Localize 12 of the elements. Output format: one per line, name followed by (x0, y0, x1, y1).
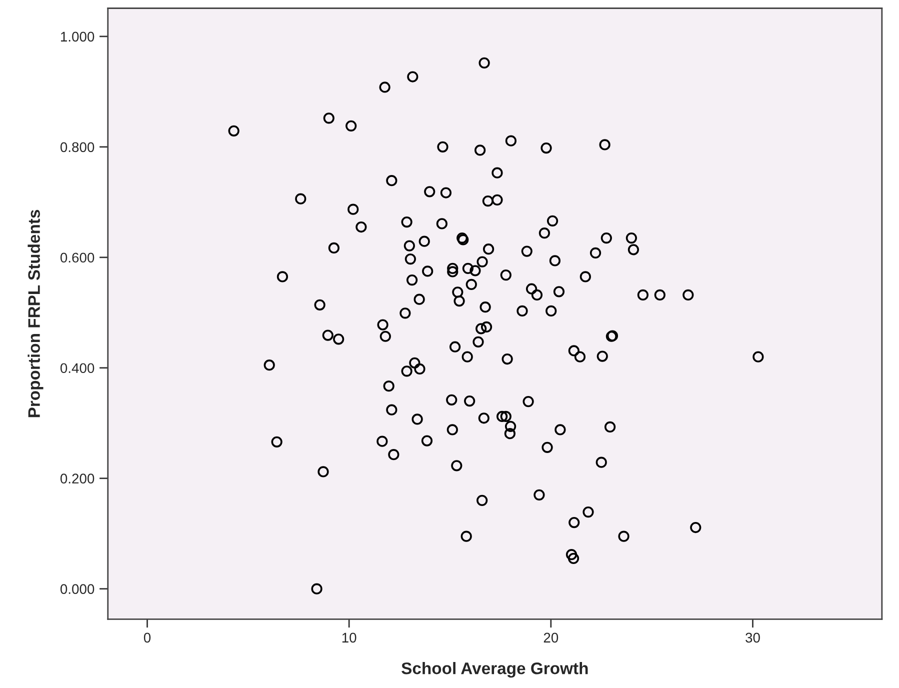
y-axis-title: Proportion FRPL Students (28, 210, 44, 418)
x-tick-label: 30 (746, 632, 760, 643)
x-tick-label: 20 (544, 632, 558, 643)
y-tick-label: 0.000 (60, 584, 94, 594)
y-tick-label: 1.000 (60, 32, 94, 42)
x-tick-label: 10 (342, 632, 356, 643)
x-tick-label: 0 (144, 632, 151, 643)
y-tick-label: 0.400 (60, 363, 94, 374)
y-tick-label: 0.600 (60, 252, 94, 263)
y-tick-label: 0.800 (60, 142, 94, 152)
y-tick-label: 0.200 (60, 474, 94, 484)
x-axis-title: School Average Growth (402, 662, 588, 678)
